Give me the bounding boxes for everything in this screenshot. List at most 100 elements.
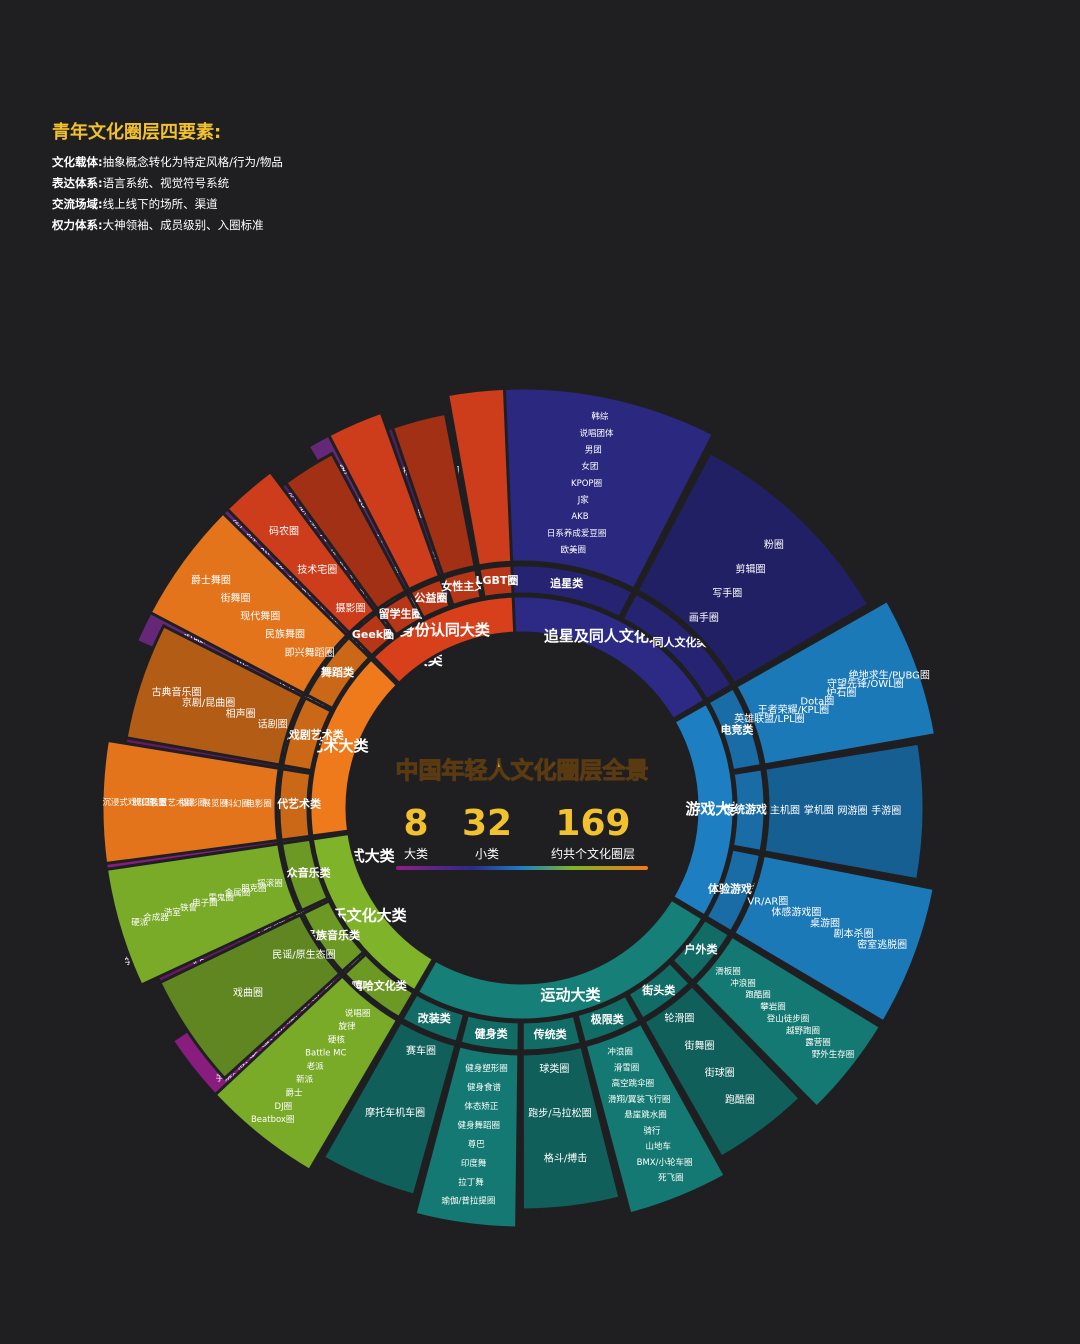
subcategory-segment (279, 837, 330, 913)
circle-item-label: 汉服圈 (278, 1016, 304, 1026)
circle-segment (213, 973, 400, 1173)
circle-item-label: 剪辑圈 (736, 562, 766, 575)
circle-item-label: 码农圈 (269, 524, 299, 537)
circle-item-label: 古典音乐圈 (152, 685, 202, 698)
circle-item-label: 轮滑圈 (664, 1012, 694, 1025)
subcategory-label: 户外类 (685, 942, 719, 956)
subcategory-segment (349, 611, 396, 658)
subcategory-segment (575, 993, 642, 1045)
circle-item-label: 即兴舞蹈圈 (285, 647, 335, 659)
circle-item-label: 说唱团体 (580, 428, 615, 439)
circle-item-label: 爵士舞圈 (191, 574, 231, 587)
circle-item-label: 体感游戏圈 (771, 905, 821, 918)
circle-item-label: 合成器 (143, 912, 169, 923)
circle-item-label: 登山徒步圈 (767, 1013, 810, 1024)
subcategory-segment (477, 563, 515, 600)
subcategory-segment (500, 563, 635, 620)
circle-item-label: 电子圈 (192, 897, 218, 908)
subcategory-segment (626, 960, 693, 1022)
circle-segment (148, 510, 349, 696)
legend-row: 文化载体:抽象概念转化为特定风格/行为/物品 (52, 152, 283, 173)
circle-item-label: 密室逃脱圈 (857, 938, 907, 951)
circle-segment (641, 983, 803, 1160)
circle-item-label: 装置艺术圈 (150, 797, 193, 808)
circle-item-label: 英雄联盟/LPL圈 (734, 712, 805, 725)
category-label: 身份认同大类 (400, 621, 491, 639)
category-segment (310, 831, 436, 993)
circle-segment (445, 386, 514, 568)
subcategory-label: 改装类 (418, 1011, 452, 1025)
circle-item-label: 女团 (581, 461, 598, 472)
circle-item-label: 瑜伽/普拉提圈 (442, 1196, 496, 1207)
subcategory-label: 留学生圈 (379, 606, 423, 620)
circle-item-label: 山地车 (645, 1141, 671, 1152)
circle-item-label: 野外生存圈 (812, 1049, 855, 1060)
circle-item-label: 桌游圈 (810, 916, 840, 929)
legend-value: 大神领袖、成员级别、入圈标准 (102, 218, 264, 232)
circle-item-label: 雷鬼圈 (208, 893, 234, 904)
circle-item-label: 越野跑圈 (786, 1025, 820, 1036)
circle-item-label: 潮玩圈 (291, 1004, 317, 1015)
legend-row: 表达体系:语言系统、视觉符号系统 (52, 173, 283, 194)
circle-item-label: 炉石圈 (826, 687, 856, 699)
circle-item-label: 跑酷圈 (725, 1093, 755, 1106)
circle-item-label: 王者荣耀/KPL圈 (758, 704, 830, 716)
category-segment (308, 657, 400, 838)
subcategory-segment (620, 591, 734, 702)
subcategory-segment (377, 591, 423, 637)
circle-item-label: 技术宅圈 (297, 563, 337, 576)
circle-item-label: 新派 (296, 1074, 314, 1085)
circle-item-label: J家 (577, 495, 590, 506)
circle-item-label: 街球圈 (705, 1066, 735, 1079)
circle-item-label: 绝地求生/PUBG圈 (849, 669, 930, 682)
stat-label: 小类 (475, 847, 499, 861)
circle-item-label: 老派 (307, 1061, 325, 1072)
circle-item-label: 摩托车机车圈 (365, 1106, 425, 1119)
subcategory-segment (670, 917, 732, 984)
circle-item-label: 跑步/马拉松圈 (528, 1107, 591, 1120)
circle-item-label: 男团 (585, 446, 602, 456)
circle-item-label: DJ圈 (275, 1102, 293, 1112)
circle-segment (104, 842, 301, 988)
circle-item-label: 手帐圈 (216, 1073, 242, 1084)
circle-segment (635, 450, 871, 686)
circle-item-label: 剧本杀圈 (834, 927, 874, 940)
circle-item-label: 现代舞圈 (240, 611, 280, 623)
circle-item-label: BMX/小轮车圈 (637, 1157, 693, 1168)
wheel-rings: 文化生活方式大类时尚潮流类街舞圈中古复刻圈潮玩圈汉服圈街拍圈纹身圈嘻哈文化圈美妆… (100, 386, 938, 1230)
circle-item-label: 日系养成爱豆圈 (547, 528, 607, 539)
circle-item-label: 滑翔/翼装飞行圈 (608, 1094, 670, 1105)
subcategory-segment (281, 695, 334, 773)
subcategory-label: 舞蹈类 (321, 665, 355, 679)
rainbow-divider (396, 866, 648, 870)
center-summary: 中国年轻人文化圈层全景 8 32 169 大类 小类 约共个文化圈层 (395, 757, 649, 870)
circle-item-label: 说唱圈 (345, 1008, 371, 1019)
circle-segment (390, 411, 477, 578)
circle-item-label: Beatbox圈 (251, 1115, 294, 1125)
circle-segment (283, 451, 408, 612)
circle-item-label: 印度舞 (461, 1158, 487, 1169)
subcategory-label: Geek圈 (352, 628, 394, 641)
subcategory-segment (399, 992, 467, 1044)
circle-item-label: 滑板圈 (715, 966, 741, 977)
category-label: 游戏大类 (685, 800, 746, 818)
circle-item-label: 展览圈 (203, 798, 229, 809)
legend-key: 表达体系: (52, 176, 103, 190)
circle-item-label: 露营圈 (805, 1037, 831, 1048)
legend-value: 抽象概念转化为特定风格/行为/物品 (102, 155, 283, 169)
circle-item-label: 摄影圈 (181, 798, 207, 809)
circle-item-label: 欧美圈 (561, 545, 587, 556)
center-title: 中国年轻人文化圈层全景 (396, 757, 649, 784)
circle-item-label: 韩综 (591, 411, 609, 422)
circle-item-label: 健身食谱 (467, 1082, 502, 1093)
circle-item-label: 美妆圈 (228, 1061, 254, 1072)
circle-item-label: 铁鲁 (180, 902, 197, 913)
circle-item-label: VR/AR圈 (747, 896, 788, 908)
circle-item-label: 悬崖跳水圈 (624, 1110, 667, 1121)
category-segment (371, 594, 517, 686)
circle-item-label: 金属圈 (225, 888, 251, 899)
subcategory-segment (408, 577, 453, 621)
circle-segment (583, 1021, 728, 1216)
circle-item-label: 浩室 (164, 907, 182, 918)
